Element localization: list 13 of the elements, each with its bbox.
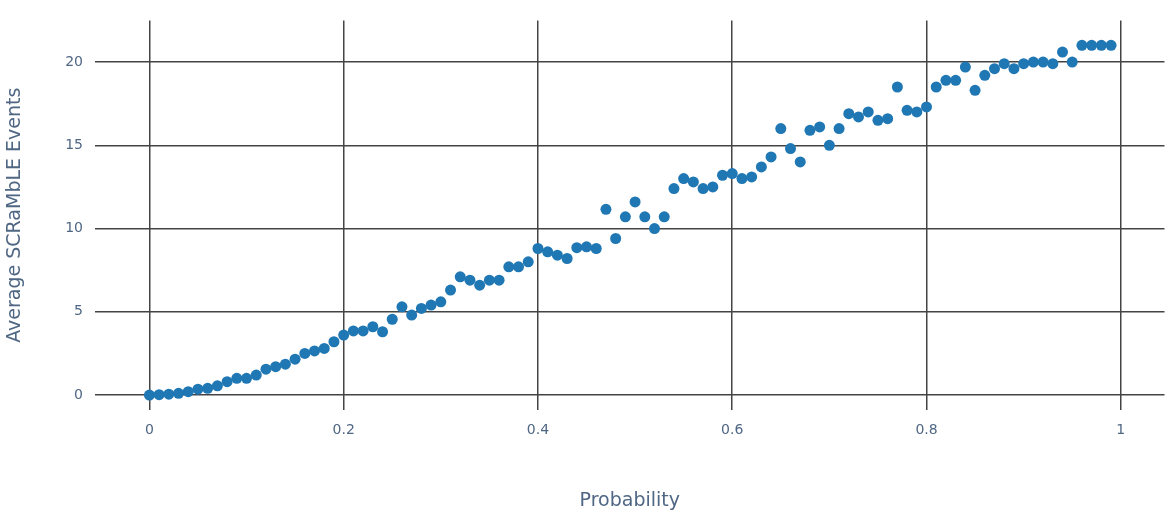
y-tick-label: 20	[65, 52, 83, 69]
y-tick-label: 5	[74, 302, 83, 319]
x-tick-label: 0.4	[526, 421, 550, 438]
x-axis-title: Probability	[579, 487, 680, 510]
y-tick-label: 10	[65, 219, 83, 236]
y-tick-label: 15	[65, 135, 83, 152]
x-tick-label: 0.6	[721, 421, 744, 438]
x-tick-label: 0	[144, 421, 154, 438]
y-axis-title: Average SCRaMbLE Events	[2, 87, 25, 343]
x-tick-label: 0.2	[332, 421, 355, 438]
y-tick-label: 0	[74, 385, 83, 402]
x-tick-label: 1	[1116, 421, 1126, 438]
x-tick-label: 0.8	[915, 421, 938, 438]
